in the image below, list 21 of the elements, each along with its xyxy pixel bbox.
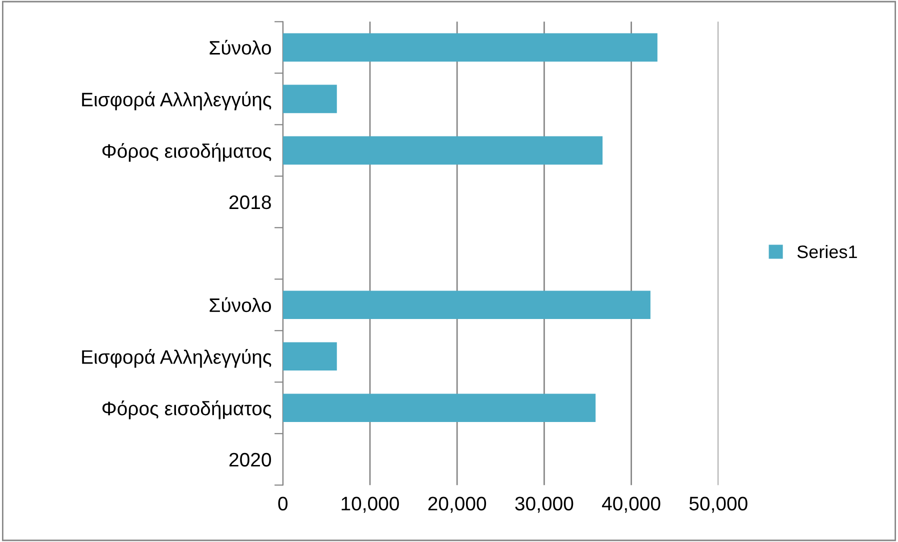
legend-label: Series1 — [797, 244, 857, 258]
y-tick-label: Σύνολο — [210, 297, 271, 312]
bar — [282, 136, 603, 165]
x-tick-label: 0 — [278, 496, 288, 510]
bar — [282, 394, 596, 422]
y-tick-label: Εισφορά Αλληλεγγύης — [82, 349, 272, 368]
y-tick-label: 2020 — [229, 452, 272, 467]
y-tick-label: Σύνολο — [210, 40, 271, 55]
x-tick-label: 50,000 — [689, 496, 748, 513]
y-tick-label: Εισφορά Αλληλεγγύης — [82, 92, 272, 110]
x-tick-label: 20,000 — [428, 496, 486, 513]
x-tick-label: 40,000 — [602, 496, 660, 513]
y-tick-label: 2018 — [229, 195, 271, 210]
x-tick-label: 10,000 — [342, 496, 399, 513]
bar — [282, 33, 658, 62]
bar — [282, 342, 337, 371]
y-tick-label: Φόρος εισοδήματος — [102, 400, 272, 420]
y-tick-label: Φόρος εισοδήματος — [102, 143, 272, 162]
bar — [282, 290, 650, 320]
x-tick-label: 30,000 — [515, 496, 574, 513]
bar — [282, 84, 337, 114]
